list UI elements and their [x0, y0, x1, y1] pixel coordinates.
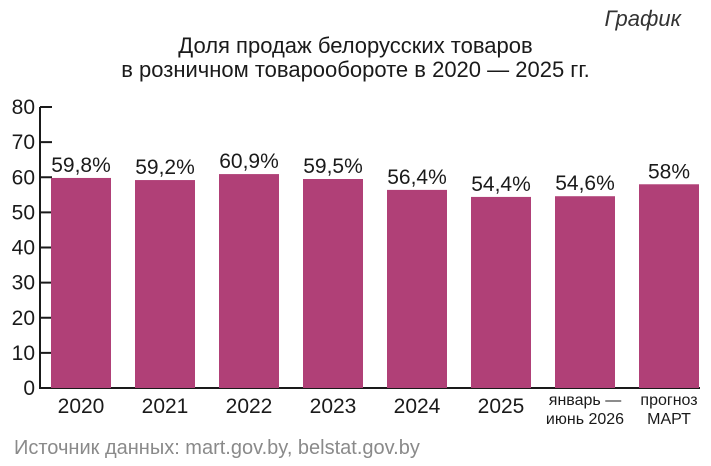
bar-3 — [303, 179, 363, 388]
chart-title: Доля продаж белорусских товаров в рознич… — [0, 34, 711, 82]
bar-value-label-0: 59,8% — [51, 154, 111, 177]
bar-value-label-4: 56,4% — [387, 166, 447, 189]
category-label-7-line-0: прогноз — [640, 392, 697, 409]
bar-6 — [555, 196, 615, 388]
chart-title-line-1: Доля продаж белорусских товаров — [178, 33, 533, 58]
bar-5 — [471, 196, 531, 388]
chart-title-line-2: в розничном товарообороте в 2020 — 2025 … — [121, 57, 590, 82]
category-label-6-line-0: январь — — [549, 392, 621, 409]
category-label-3: 2023 — [310, 395, 357, 418]
y-tick-label-1: 10 — [12, 342, 35, 365]
category-label-4: 2024 — [394, 395, 441, 418]
bar-value-label-7: 58% — [648, 160, 690, 183]
y-tick-label-3: 30 — [12, 272, 35, 295]
data-source: Источник данных: mart.gov.by, belstat.go… — [14, 437, 420, 459]
category-label-2: 2022 — [226, 395, 273, 418]
category-label-0: 2020 — [58, 395, 105, 418]
y-tick-label-5: 50 — [12, 201, 35, 224]
category-label-5: 2025 — [478, 395, 525, 418]
bar-1 — [135, 180, 195, 388]
bar-value-label-1: 59,2% — [135, 156, 195, 179]
bar-value-label-6: 54,6% — [555, 172, 615, 195]
y-tick-label-6: 60 — [12, 166, 35, 189]
y-tick-label-2: 20 — [12, 307, 35, 330]
bar-value-label-2: 60,9% — [219, 150, 279, 173]
category-label-7-line-1: МАРТ — [647, 411, 691, 428]
bar-2 — [219, 174, 279, 388]
chart-tag: График — [604, 6, 681, 31]
bar-0 — [51, 177, 111, 388]
y-tick-label-8: 80 — [12, 96, 35, 119]
y-tick-label-4: 40 — [12, 237, 35, 260]
bar-value-label-3: 59,5% — [303, 155, 363, 178]
bar-4 — [387, 189, 447, 388]
y-tick-label-0: 0 — [23, 377, 35, 400]
y-tick-label-7: 70 — [12, 131, 35, 154]
bar-value-label-5: 54,4% — [471, 173, 531, 196]
category-label-1: 2021 — [142, 395, 189, 418]
category-label-6-line-1: июнь 2026 — [546, 411, 624, 428]
bar-7 — [639, 184, 699, 388]
